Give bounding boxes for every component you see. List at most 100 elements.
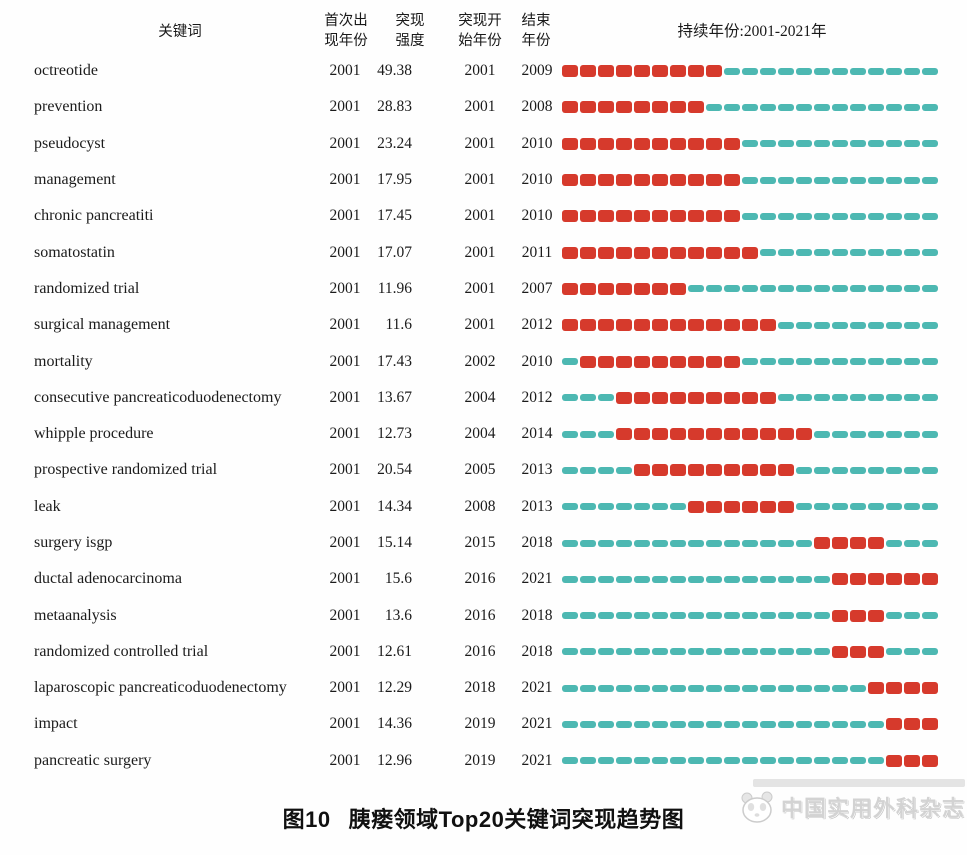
burst-year-segment	[922, 573, 938, 586]
keyword-label: whipple procedure	[34, 425, 154, 443]
base-year-segment	[598, 684, 614, 692]
base-year-segment	[562, 575, 578, 583]
base-year-segment	[616, 757, 632, 765]
table-row: management 2001 17.95 2001 2010	[0, 162, 967, 198]
table-row: surgery isgp 2001 15.14 2015 2018	[0, 525, 967, 561]
keyword-label: surgical management	[34, 316, 171, 334]
burst-year-segment	[724, 500, 740, 513]
burst-year-segment	[688, 246, 704, 259]
table-row: impact 2001 14.36 2019 2021	[0, 706, 967, 742]
first-year-value: 2001	[329, 679, 361, 697]
base-year-segment	[706, 285, 722, 293]
base-year-segment	[688, 612, 704, 620]
burst-year-segment	[562, 210, 578, 223]
base-year-segment	[634, 575, 650, 583]
base-year-segment	[778, 757, 794, 765]
burst-end-year-value: 2012	[521, 316, 553, 334]
column-header-burst-start-year: 突现开 始年份	[440, 11, 520, 51]
base-year-segment	[868, 249, 884, 257]
burst-year-segment	[760, 391, 776, 404]
base-year-segment	[850, 466, 866, 474]
base-year-segment	[778, 575, 794, 583]
burst-year-segment	[850, 537, 866, 549]
burst-strength-value: 12.96	[377, 751, 412, 769]
base-year-segment	[724, 612, 740, 620]
burst-end-year-value: 2009	[521, 62, 553, 80]
base-year-segment	[760, 212, 776, 220]
burst-start-year-value: 2001	[464, 243, 496, 261]
burst-year-segment	[742, 428, 758, 441]
burst-year-segment	[832, 609, 848, 622]
base-year-segment	[742, 103, 758, 111]
base-year-segment	[814, 321, 830, 329]
burst-timeline-bar	[562, 645, 938, 658]
burst-year-segment	[724, 319, 740, 332]
burst-strength-value: 15.6	[384, 570, 412, 588]
burst-timeline-bar	[562, 174, 938, 187]
first-year-value: 2001	[329, 279, 361, 297]
base-year-segment	[904, 648, 920, 656]
base-year-segment	[850, 176, 866, 184]
base-year-segment	[580, 503, 596, 511]
journal-watermark: 中国实用外科杂志	[737, 789, 965, 825]
base-year-segment	[688, 285, 704, 293]
burst-year-segment	[742, 319, 758, 332]
base-year-segment	[580, 612, 596, 620]
base-year-segment	[670, 720, 686, 728]
burst-year-segment	[688, 428, 704, 441]
column-header-end-year-line2: 年份	[521, 33, 551, 49]
burst-start-year-value: 2001	[464, 134, 496, 152]
burst-year-segment	[742, 464, 758, 477]
burst-year-segment	[688, 355, 704, 368]
burst-year-segment	[850, 573, 866, 586]
base-year-segment	[922, 67, 938, 75]
base-year-segment	[850, 103, 866, 111]
base-year-segment	[598, 648, 614, 656]
base-year-segment	[850, 757, 866, 765]
burst-timeline-bar	[562, 137, 938, 150]
burst-start-year-value: 2001	[464, 207, 496, 225]
burst-year-segment	[760, 500, 776, 513]
base-year-segment	[814, 249, 830, 257]
base-year-segment	[706, 648, 722, 656]
base-year-segment	[832, 430, 848, 438]
base-year-segment	[778, 321, 794, 329]
burst-year-segment	[598, 282, 614, 295]
burst-start-year-value: 2005	[464, 461, 496, 479]
base-year-segment	[616, 503, 632, 511]
base-year-segment	[850, 285, 866, 293]
burst-year-segment	[580, 355, 596, 368]
table-row: leak 2001 14.34 2008 2013	[0, 489, 967, 525]
base-year-segment	[922, 648, 938, 656]
burst-year-segment	[634, 428, 650, 441]
burst-strength-value: 20.54	[377, 461, 412, 479]
base-year-segment	[922, 358, 938, 366]
base-year-segment	[922, 394, 938, 402]
base-year-segment	[868, 466, 884, 474]
keyword-label: pancreatic surgery	[34, 751, 152, 769]
burst-timeline-bar	[562, 573, 938, 586]
base-year-segment	[580, 430, 596, 438]
burst-year-segment	[562, 282, 578, 295]
base-year-segment	[796, 212, 812, 220]
base-year-segment	[760, 358, 776, 366]
base-year-segment	[778, 394, 794, 402]
burst-year-segment	[562, 174, 578, 187]
burst-year-segment	[724, 464, 740, 477]
base-year-segment	[868, 430, 884, 438]
base-year-segment	[832, 720, 848, 728]
base-year-segment	[832, 285, 848, 293]
burst-year-segment	[706, 428, 722, 441]
base-year-segment	[724, 67, 740, 75]
column-header-first-year-line2: 现年份	[324, 33, 368, 49]
first-year-value: 2001	[329, 642, 361, 660]
table-row: randomized controlled trial 2001 12.61 2…	[0, 634, 967, 670]
base-year-segment	[886, 249, 902, 257]
base-year-segment	[598, 394, 614, 402]
base-year-segment	[652, 720, 668, 728]
base-year-segment	[742, 67, 758, 75]
keyword-label: prevention	[34, 98, 103, 116]
burst-end-year-value: 2021	[521, 570, 553, 588]
burst-strength-value: 15.14	[377, 534, 412, 551]
base-year-segment	[652, 757, 668, 765]
